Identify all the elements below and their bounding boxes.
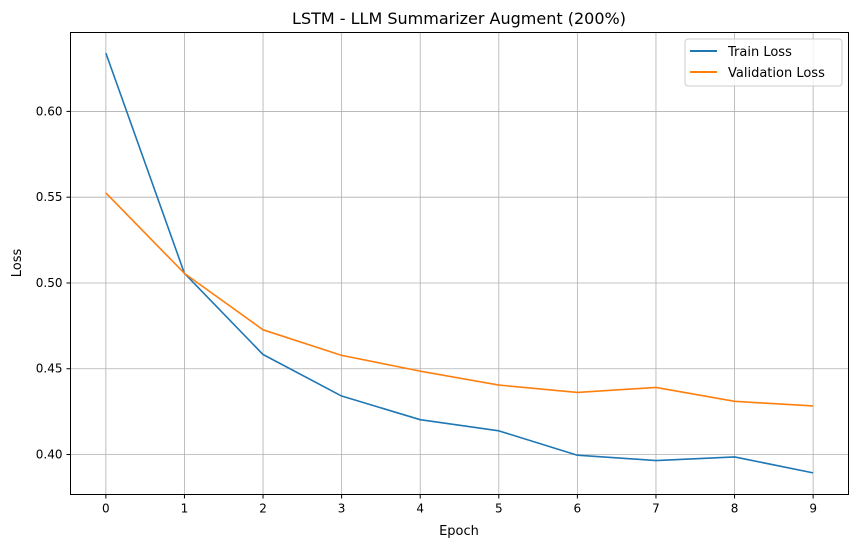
x-tick-label: 0 xyxy=(102,502,110,516)
y-axis: 0.40 0.45 0.50 0.55 0.60 xyxy=(36,104,71,462)
y-tick-label: 0.45 xyxy=(36,362,63,376)
y-axis-label: Loss xyxy=(10,249,25,278)
chart-title: LSTM - LLM Summarizer Augment (200%) xyxy=(292,9,626,28)
x-axis-label: Epoch xyxy=(439,524,479,539)
legend: Train Loss Validation Loss xyxy=(684,38,843,87)
x-tick-label: 2 xyxy=(259,502,267,516)
train-loss-line xyxy=(105,52,814,474)
y-tick-label: 0.40 xyxy=(36,448,63,462)
series-lines xyxy=(105,52,814,474)
x-tick-label: 6 xyxy=(574,502,582,516)
legend-box xyxy=(684,38,843,87)
x-tick-label: 5 xyxy=(495,502,503,516)
plot-area-frame xyxy=(70,32,849,495)
legend-label-validation: Validation Loss xyxy=(728,66,825,81)
x-tick-label: 3 xyxy=(338,502,346,516)
grid xyxy=(70,32,849,495)
x-tick-label: 4 xyxy=(416,502,424,516)
x-tick-label: 1 xyxy=(181,502,189,516)
legend-label-train: Train Loss xyxy=(727,45,792,60)
y-tick-label: 0.55 xyxy=(36,190,63,204)
x-tick-label: 8 xyxy=(731,502,739,516)
validation-loss-line xyxy=(105,192,814,407)
y-tick-label: 0.60 xyxy=(36,104,63,118)
y-tick-label: 0.50 xyxy=(36,276,63,290)
x-tick-label: 9 xyxy=(809,502,817,516)
x-tick-label: 7 xyxy=(652,502,660,516)
x-axis: 0 1 2 3 4 5 6 7 8 9 xyxy=(102,494,817,516)
